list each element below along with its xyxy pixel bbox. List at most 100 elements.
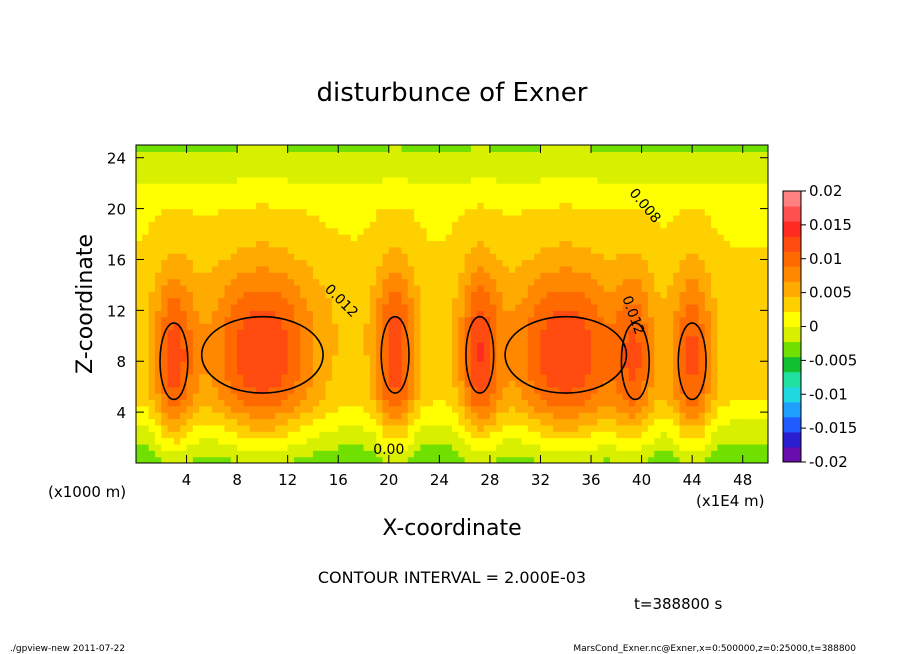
field-cell [723, 221, 731, 229]
field-cell [515, 443, 523, 451]
field-cell [154, 246, 162, 254]
field-cell [369, 265, 377, 273]
field-cell [142, 157, 150, 165]
field-cell [730, 431, 737, 439]
field-cell [312, 253, 320, 261]
field-cell [534, 399, 542, 407]
field-cell [186, 450, 194, 458]
field-cell [154, 367, 162, 375]
field-cell [489, 412, 497, 420]
field-cell [534, 157, 542, 165]
field-cell [205, 335, 213, 343]
field-cell [679, 157, 687, 165]
field-cell [496, 373, 504, 381]
field-cell [180, 176, 188, 184]
field-cell [312, 278, 320, 286]
field-cell [268, 342, 276, 350]
field-cell [515, 335, 523, 343]
field-cell [616, 443, 624, 451]
field-cell [698, 221, 706, 229]
field-cell [755, 145, 763, 152]
field-cell [591, 183, 598, 191]
field-cell [420, 221, 428, 229]
field-cell [483, 291, 491, 299]
field-cell [755, 278, 763, 286]
field-cell [591, 189, 598, 197]
field-cell [414, 380, 421, 388]
field-cell [546, 405, 554, 413]
field-cell [237, 393, 245, 400]
field-cell [312, 418, 320, 426]
field-cell [224, 227, 232, 235]
field-cell [338, 424, 346, 432]
field-cell [363, 399, 371, 407]
field-cell [742, 278, 750, 286]
field-cell [230, 310, 238, 318]
field-cell [249, 304, 257, 311]
field-cell [218, 393, 226, 400]
field-cell [243, 214, 251, 222]
field-cell [350, 380, 358, 388]
field-cell [325, 323, 333, 331]
field-cell [559, 272, 567, 280]
field-cell [470, 367, 478, 375]
field-cell [749, 342, 756, 350]
field-cell [414, 304, 421, 311]
field-cell [167, 329, 175, 337]
field-cell [496, 291, 504, 299]
field-cell [439, 361, 447, 369]
field-cell [312, 183, 320, 191]
field-cell [673, 240, 681, 248]
field-cell [211, 145, 219, 152]
field-cell [534, 265, 542, 273]
field-cell [154, 443, 162, 451]
field-cell [173, 291, 181, 299]
field-cell [439, 259, 447, 267]
field-cell [357, 291, 365, 299]
field-cell [350, 183, 358, 191]
field-cell [628, 221, 636, 229]
field-cell [218, 214, 226, 222]
field-cell [256, 342, 263, 350]
field-cell [199, 412, 207, 420]
field-cell [540, 253, 548, 261]
field-cell [167, 393, 175, 400]
field-cell [572, 246, 579, 254]
field-cell [508, 393, 516, 400]
field-cell [382, 202, 390, 210]
field-cell [723, 164, 731, 172]
field-cell [534, 335, 542, 343]
field-cell [546, 431, 554, 439]
field-cell [673, 335, 681, 343]
field-cell [591, 265, 598, 273]
field-cell [256, 456, 263, 463]
field-cell [363, 221, 371, 229]
field-cell [742, 170, 750, 178]
field-cell [256, 278, 263, 286]
field-cell [281, 202, 289, 210]
field-cell [243, 189, 251, 197]
field-cell [685, 208, 693, 216]
field-cell [414, 348, 421, 356]
field-cell [704, 354, 712, 362]
field-cell [641, 183, 649, 191]
field-cell [268, 386, 276, 394]
field-cell [527, 399, 535, 407]
field-cell [527, 272, 535, 280]
field-cell [553, 456, 561, 463]
field-cell [344, 450, 352, 458]
field-cell [350, 342, 358, 350]
field-cell [477, 189, 485, 197]
field-cell [597, 456, 605, 463]
field-cell [312, 316, 320, 324]
field-cell [237, 399, 245, 407]
field-cell [496, 393, 504, 400]
field-cell [540, 418, 548, 426]
field-cell [445, 176, 453, 184]
field-cell [211, 323, 219, 331]
field-cell [180, 240, 188, 248]
field-cell [230, 399, 238, 407]
field-cell [426, 335, 434, 343]
field-cell [673, 412, 681, 420]
field-cell [357, 329, 365, 337]
